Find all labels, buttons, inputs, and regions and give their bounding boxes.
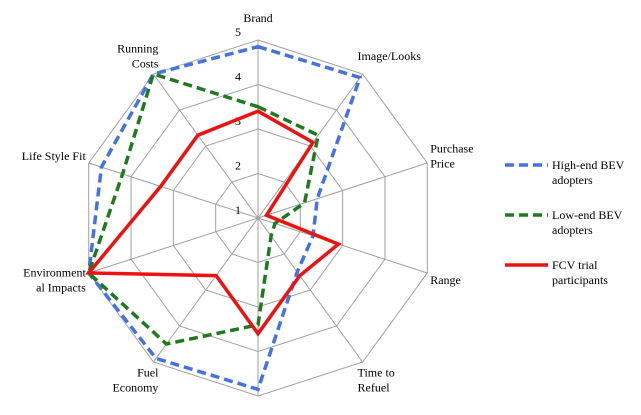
series-line [85,109,342,337]
legend-label: High-end BEV adopters [552,158,625,187]
category-label: Purchase Price [430,142,473,171]
axis-spoke [257,217,364,363]
category-label: Image/Looks [358,49,422,63]
r-tick-label: 1 [235,203,241,217]
r-tick-label: 4 [235,70,241,84]
category-label: Fuel Economy [112,365,159,394]
category-label: Time to Refuel [358,365,395,394]
axis-spoke [88,162,259,219]
category-label: Running Costs [117,42,159,71]
axis-spoke [152,73,259,219]
category-label: Life Style Fit [22,149,87,163]
legend-label: FCV trial participants [552,258,608,287]
category-label: Brand [243,11,272,25]
series-line [86,71,321,346]
r-tick-label: 5 [235,25,241,39]
category-label: Environment al Impacts [23,265,86,294]
axis-spoke [257,217,428,274]
series-line [86,44,363,392]
axis-spoke [88,217,259,274]
category-label: Range [430,273,461,287]
legend-label: Low-end BEV adopters [552,208,623,237]
axis-spoke [257,162,428,219]
r-tick-label: 2 [235,159,241,173]
axis-spoke [152,217,259,363]
